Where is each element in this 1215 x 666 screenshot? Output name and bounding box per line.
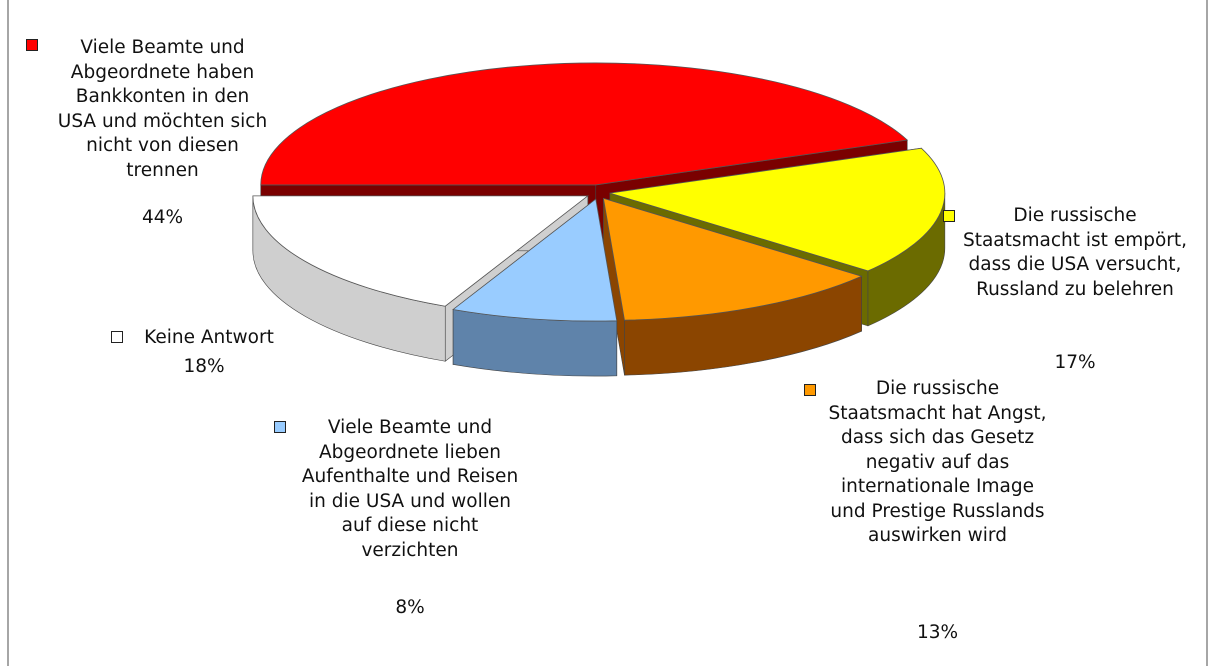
slice-label: Die russische Staatsmacht ist empört, da… — [962, 205, 1188, 300]
slice-label: Die russische Staatsmacht hat Angst, das… — [828, 378, 1047, 546]
slice-label: Keine Antwort — [144, 327, 274, 348]
pie-top — [252, 195, 590, 307]
pie-slice — [602, 197, 863, 376]
slice-label: Viele Beamte und Abgeordnete haben Bankk… — [57, 37, 268, 181]
pie-slice — [452, 198, 618, 377]
slice-value-label: 8% — [395, 597, 425, 618]
slice-value-label: 18% — [183, 356, 225, 377]
pie-top — [609, 147, 946, 272]
legend-swatch — [26, 39, 38, 51]
slice-value-label: 44% — [141, 207, 184, 228]
pie-top — [602, 197, 863, 321]
legend-swatch — [111, 331, 123, 343]
legend-swatch — [804, 384, 816, 396]
slice-label: Viele Beamte und Abgeordnete lieben Aufe… — [301, 417, 519, 561]
legend-swatch — [274, 421, 286, 433]
pie-top — [260, 62, 909, 186]
pie-top — [452, 198, 618, 322]
frame — [7, 0, 1208, 666]
slice-value-label: 13% — [916, 622, 959, 643]
slice-value-label: 17% — [1054, 352, 1096, 373]
legend-swatch — [943, 210, 955, 222]
